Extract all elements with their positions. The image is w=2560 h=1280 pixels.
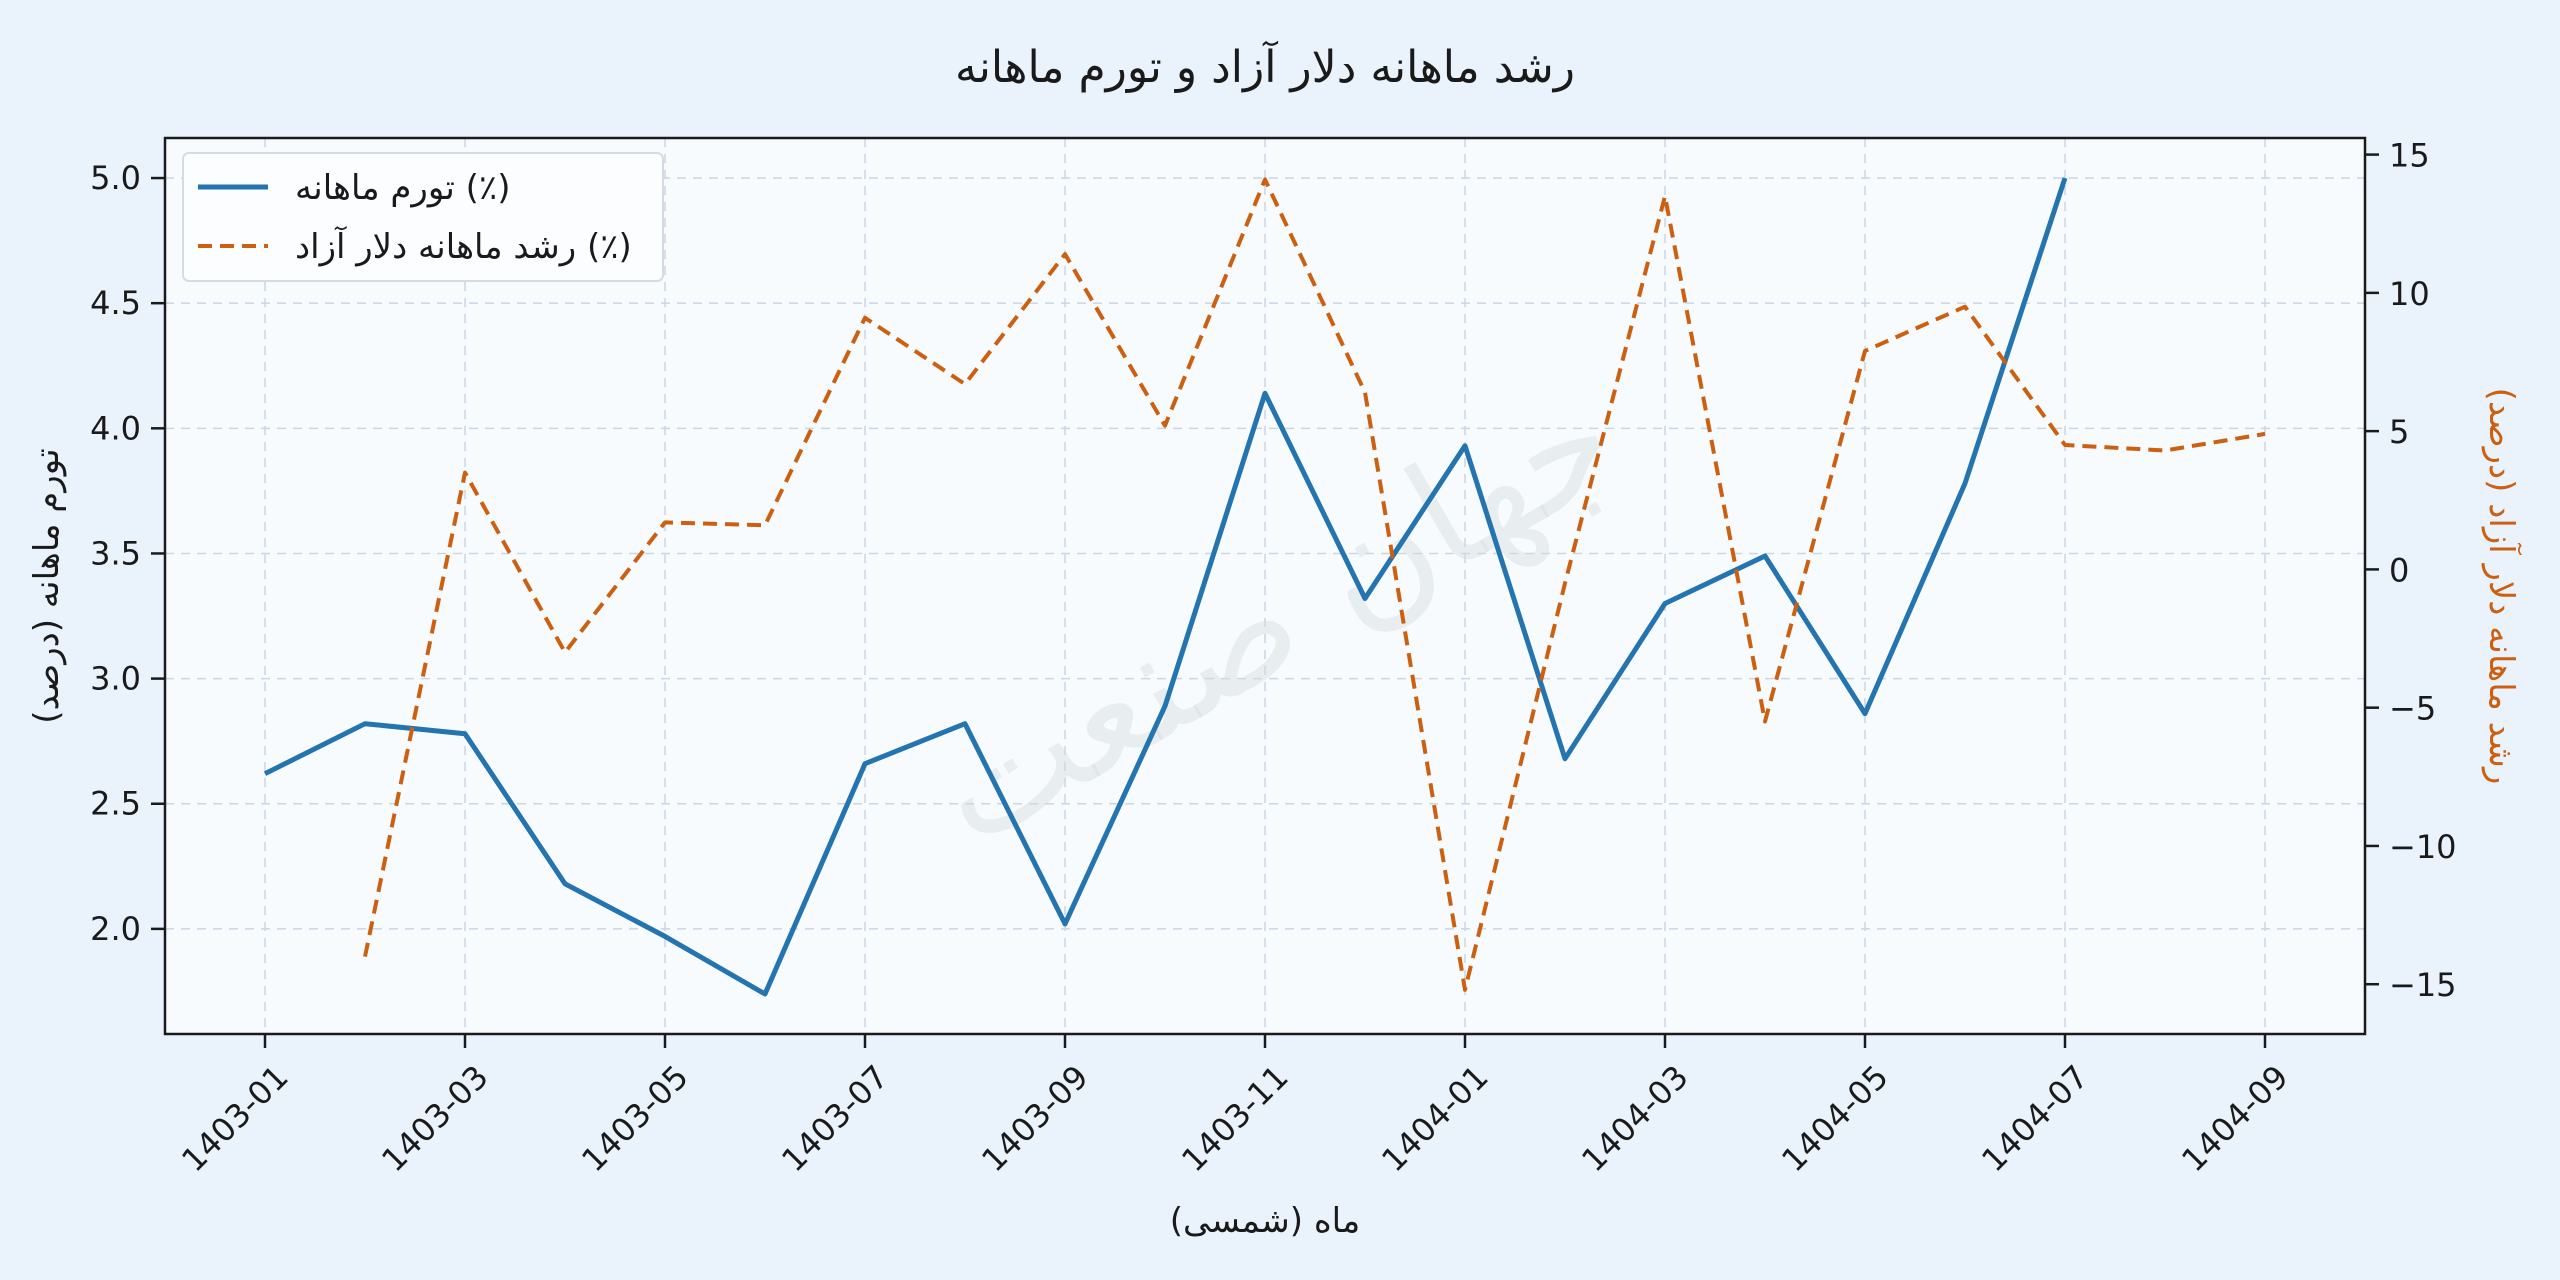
data-point-series-0: [1862, 711, 1868, 717]
x-tick-label: 1404-05: [1774, 1058, 1895, 1179]
y-right-tick-label: 0: [2389, 551, 2409, 589]
x-tick-label: 1404-09: [2174, 1058, 2295, 1179]
data-point-series-1: [1662, 193, 1668, 199]
y-axis-left-title: تورم ماهانه (درصد): [27, 448, 67, 723]
x-tick-label: 1403-05: [574, 1058, 695, 1179]
y-axis-right-title: رشد ماهانه دلار آزاد (درصد): [2481, 388, 2522, 785]
x-tick-label: 1404-01: [1374, 1058, 1495, 1179]
y-right-tick-label: 15: [2389, 137, 2430, 175]
data-point-series-0: [2062, 175, 2068, 181]
chart-title: رشد ماهانه دلار آزاد و تورم ماهانه: [955, 40, 1575, 93]
data-point-series-0: [662, 933, 668, 939]
y-left-tick-label: 5.0: [90, 159, 141, 197]
data-point-series-1: [2262, 431, 2268, 437]
grid: [165, 138, 2365, 1034]
x-axis-title: ماه (شمسی): [1170, 1201, 1361, 1241]
data-point-series-1: [762, 522, 768, 528]
data-point-series-1: [1562, 580, 1568, 586]
data-point-series-1: [2162, 447, 2168, 453]
x-tick-label: 1403-09: [974, 1058, 1095, 1179]
y-left-tick-label: 2.0: [90, 910, 141, 948]
data-point-series-0: [562, 881, 568, 887]
x-tick-label: 1404-07: [1974, 1058, 2095, 1179]
legend-label-inflation: تورم ماهانه (٪): [295, 168, 510, 208]
data-point-series-0: [1562, 756, 1568, 762]
y-right-tick-label: −5: [2389, 690, 2436, 728]
data-point-series-1: [662, 519, 668, 525]
series-line-0: [263, 177, 2068, 997]
data-point-series-1: [862, 315, 868, 321]
series-layer: [262, 175, 2268, 997]
data-point-series-1: [1162, 423, 1168, 429]
series-line-1: [363, 177, 2266, 992]
data-point-series-1: [362, 954, 368, 960]
data-point-series-1: [1862, 348, 1868, 354]
legend: تورم ماهانه (٪) رشد ماهانه دلار آزاد (٪): [182, 152, 664, 282]
data-point-series-1: [462, 470, 468, 476]
data-point-series-0: [362, 721, 368, 727]
data-point-series-1: [1362, 389, 1368, 395]
data-point-series-1: [962, 381, 968, 387]
x-tick-label: 1403-03: [374, 1058, 495, 1179]
data-point-series-0: [1262, 390, 1268, 396]
data-point-series-0: [462, 731, 468, 737]
data-point-series-0: [1362, 596, 1368, 602]
data-point-series-0: [1062, 921, 1068, 927]
data-point-series-1: [1462, 987, 1468, 993]
y-right-tick-label: −10: [2389, 828, 2457, 866]
data-point-series-1: [1262, 176, 1268, 182]
data-point-series-0: [1162, 703, 1168, 709]
legend-label-dollar: رشد ماهانه دلار آزاد (٪): [295, 226, 632, 267]
data-point-series-0: [1662, 601, 1668, 607]
legend-box: [182, 152, 664, 282]
x-tick-label: 1403-07: [774, 1058, 895, 1179]
y-left-tick-label: 2.5: [90, 785, 141, 823]
data-point-series-0: [1462, 443, 1468, 449]
data-point-series-1: [1062, 251, 1068, 257]
data-point-series-0: [262, 771, 268, 777]
y-left-tick-label: 4.0: [90, 409, 141, 447]
y-left-tick-label: 4.5: [90, 284, 141, 322]
x-tick-label: 1403-01: [174, 1058, 295, 1179]
y-right-tick-label: −15: [2389, 966, 2457, 1004]
data-point-series-0: [962, 721, 968, 727]
y-right-tick-label: 5: [2389, 413, 2409, 451]
y-left-tick-label: 3.5: [90, 534, 141, 572]
data-point-series-1: [562, 649, 568, 655]
data-point-series-0: [1962, 480, 1968, 486]
x-tick-label: 1404-03: [1574, 1058, 1695, 1179]
data-point-series-1: [1762, 719, 1768, 725]
data-point-series-0: [1762, 553, 1768, 559]
data-point-series-0: [862, 761, 868, 767]
data-point-series-0: [762, 991, 768, 997]
data-point-series-1: [1962, 304, 1968, 310]
y-left-tick-label: 3.0: [90, 660, 141, 698]
y-right-tick-label: 10: [2389, 275, 2430, 313]
x-tick-label: 1403-11: [1174, 1058, 1295, 1179]
data-point-series-1: [2062, 442, 2068, 448]
